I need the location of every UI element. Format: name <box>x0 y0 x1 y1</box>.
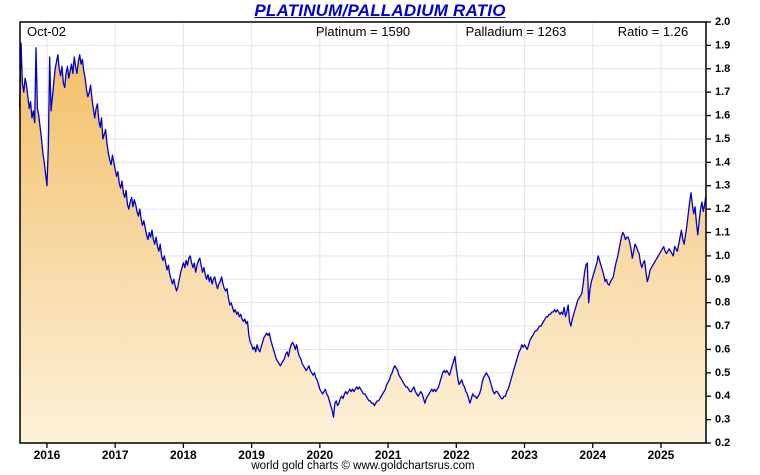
y-tick-label: 1.5 <box>715 133 730 145</box>
y-tick-label: 0.9 <box>715 273 730 285</box>
y-tick-label: 1.9 <box>715 39 730 51</box>
y-axis-right: 2.0 1.9 1.8 1.7 1.6 1.5 1.4 1.3 1.2 1.1 1.0 0.9 0.8 0… <box>706 16 731 449</box>
x-tick-label: 2018 <box>170 448 197 462</box>
ratio-value-label: Ratio = 1.26 <box>617 24 689 39</box>
y-tick-label: 0.8 <box>715 297 730 309</box>
y-tick-label: 1.0 <box>715 250 730 262</box>
x-axis-bottom: 2016 2017 2018 2019 2020 2021 2022 2023 2024 2025 <box>34 443 675 462</box>
y-tick-label: 1.6 <box>715 110 730 122</box>
y-tick-label: 2.0 <box>715 16 730 28</box>
x-tick-label: 2017 <box>102 448 129 462</box>
y-tick-label: 1.1 <box>715 227 730 239</box>
y-tick-label: 0.4 <box>715 390 731 402</box>
y-tick-label: 0.2 <box>715 437 730 449</box>
y-tick-label: 0.3 <box>715 414 730 426</box>
chart-title: PLATINUM/PALLADIUM RATIO <box>254 1 506 20</box>
x-tick-label: 2019 <box>238 448 265 462</box>
y-tick-label: 0.7 <box>715 320 730 332</box>
x-tick-label: 2023 <box>511 448 538 462</box>
x-tick-label: 2024 <box>579 448 606 462</box>
x-tick-label: 2021 <box>375 448 402 462</box>
last-date-label: Oct-02 <box>27 24 67 39</box>
y-tick-label: 1.7 <box>715 86 730 98</box>
y-tick-label: 1.8 <box>715 63 730 75</box>
attribution-text: world gold charts © www.goldchartsrus.co… <box>251 460 475 472</box>
ratio-line <box>19 42 707 418</box>
y-tick-label: 1.4 <box>715 156 731 168</box>
platinum-value-label: Platinum = 1590 <box>315 24 411 39</box>
y-tick-label: 0.6 <box>715 343 730 355</box>
x-tick-label: 2016 <box>34 448 61 462</box>
y-tick-label: 1.2 <box>715 203 730 215</box>
x-tick-label: 2025 <box>648 448 675 462</box>
x-tick-label: 2020 <box>306 448 333 462</box>
x-tick-label: 2022 <box>443 448 470 462</box>
y-tick-label: 1.3 <box>715 180 730 192</box>
ratio-area-fill <box>19 43 707 444</box>
palladium-value-label: Palladium = 1263 <box>465 24 567 39</box>
y-tick-label: 0.5 <box>715 367 730 379</box>
